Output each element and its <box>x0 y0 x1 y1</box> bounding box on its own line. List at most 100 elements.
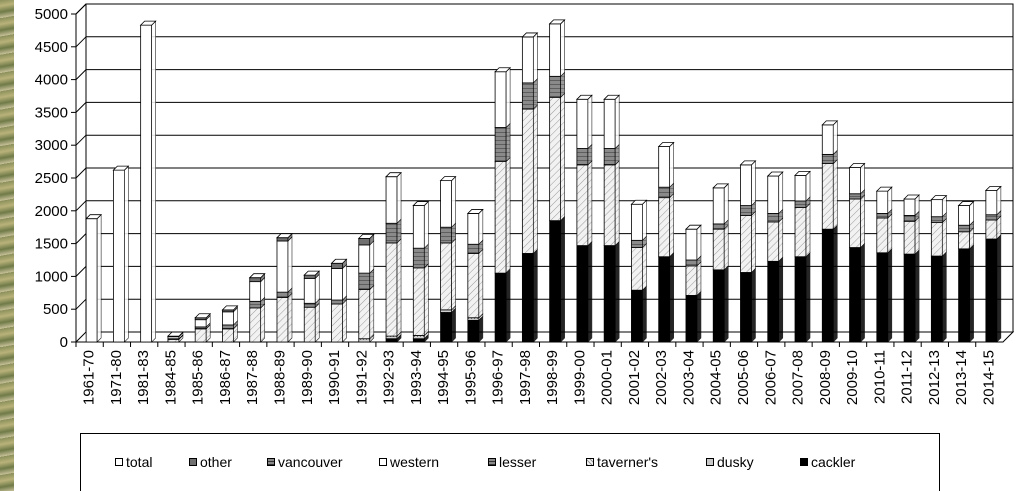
bar-stack <box>412 200 430 343</box>
legend-swatch <box>379 458 387 466</box>
bar-segment-cackler <box>576 245 589 343</box>
bar-segment-taverners <box>685 265 698 296</box>
bar-side <box>396 171 402 224</box>
bar-side <box>505 67 511 129</box>
bar-segment-taverners <box>521 108 534 254</box>
bar-side <box>124 165 129 343</box>
bar-segment-lesser <box>712 223 725 230</box>
bar-segment-lesser <box>249 300 262 309</box>
bar-top <box>85 214 103 220</box>
bar-side <box>642 199 647 242</box>
bar-side <box>969 244 974 343</box>
bar-side <box>587 94 593 150</box>
bar-side <box>587 240 593 343</box>
bar-top <box>984 186 1002 191</box>
bar-segment-taverners <box>794 207 807 258</box>
bar-segment-total <box>112 169 125 343</box>
bar-top <box>603 94 621 100</box>
bar-segment-lesser <box>985 214 998 221</box>
bar-segment-taverners <box>958 231 971 250</box>
gridline-diag <box>75 102 87 113</box>
bar-stack <box>521 32 539 343</box>
bar-stack <box>466 208 484 343</box>
bar-side <box>614 240 620 343</box>
bar-segment-cackler <box>658 256 671 343</box>
bar-side <box>505 156 511 274</box>
bar-side <box>860 162 865 195</box>
bar-top <box>330 258 348 264</box>
x-tick-label: 2000-01 <box>599 350 616 405</box>
y-tick-label: 4500 <box>35 39 68 56</box>
bar-segment-western <box>494 71 507 128</box>
bar-top <box>766 171 784 177</box>
bar-segment-taverners <box>930 222 943 257</box>
legend-item: vancouver <box>267 454 343 470</box>
bar-side <box>669 192 674 258</box>
bar-side <box>478 248 484 319</box>
bar-side <box>778 171 784 215</box>
bar-segment-western <box>658 146 671 188</box>
bar-segment-lesser <box>930 216 943 224</box>
bar-side <box>260 303 266 343</box>
x-tick-label: 2009-10 <box>844 350 861 405</box>
legend-label: other <box>200 454 232 470</box>
bar-segment-lesser <box>467 243 480 254</box>
bar-segment-western <box>849 167 861 195</box>
bar-side <box>887 248 893 343</box>
bar-top <box>957 201 975 206</box>
bar-top <box>439 176 457 182</box>
bar-segment-taverners <box>440 242 452 311</box>
bar-segment-western <box>876 190 889 214</box>
bar-segment-western <box>521 36 534 84</box>
bar-top <box>466 209 484 214</box>
y-tick-label: 3000 <box>35 137 68 154</box>
bar-stack <box>984 185 1002 343</box>
y-tick-label: 2000 <box>35 203 68 220</box>
x-tick-label: 1988-89 <box>271 350 288 405</box>
legend-item: taverner's <box>586 454 658 470</box>
bar-side <box>914 216 920 255</box>
bar-segment-taverners <box>903 220 916 255</box>
legend-swatch <box>800 458 808 466</box>
bar-segment-taverners <box>603 164 616 246</box>
legend-label: western <box>390 454 440 470</box>
x-tick-label: 2008-09 <box>817 350 834 405</box>
bar-stack <box>575 94 593 343</box>
bar-segment-western <box>603 98 616 149</box>
bar-segment-taverners <box>631 247 643 291</box>
legend-item: cackler <box>800 454 855 470</box>
bar-segment-taverners <box>494 161 507 274</box>
bar-side <box>478 315 484 343</box>
bar-side <box>587 160 593 247</box>
x-tick-label: 1993-94 <box>408 350 425 405</box>
bar-top <box>712 183 730 189</box>
y-tick-label: 500 <box>43 301 68 318</box>
bar-segment-lesser <box>385 222 398 244</box>
bar-segment-western <box>903 198 916 216</box>
bar-segment-cackler <box>985 238 998 343</box>
bar-segment-taverners <box>467 253 480 319</box>
bar-segment-taverners <box>740 214 752 273</box>
bar-segment-taverners <box>658 197 671 258</box>
bar-segment-lesser <box>576 148 589 166</box>
legend-label: lesser <box>499 454 537 470</box>
bar-segment-western <box>549 23 562 77</box>
x-tick-label: 1961-70 <box>81 350 98 405</box>
x-tick-label: 1989-90 <box>299 350 316 405</box>
bar-side <box>805 202 811 258</box>
bar-side <box>369 284 375 340</box>
bar-segment-western <box>767 175 780 214</box>
bar-segment-lesser <box>958 224 971 233</box>
bar-segment-lesser <box>658 186 671 199</box>
bar-segment-western <box>331 268 343 301</box>
bar-segment-western <box>985 190 998 216</box>
bar-top <box>657 142 675 147</box>
bar-top <box>684 224 702 230</box>
bar-segment-western <box>358 244 371 274</box>
bar-stack <box>385 171 403 343</box>
bar-segment-other <box>331 262 343 269</box>
bar-segment-cackler <box>412 338 425 343</box>
bar-top <box>630 199 648 205</box>
x-tick-label: 2006-07 <box>762 350 779 405</box>
bar-side <box>832 224 838 343</box>
